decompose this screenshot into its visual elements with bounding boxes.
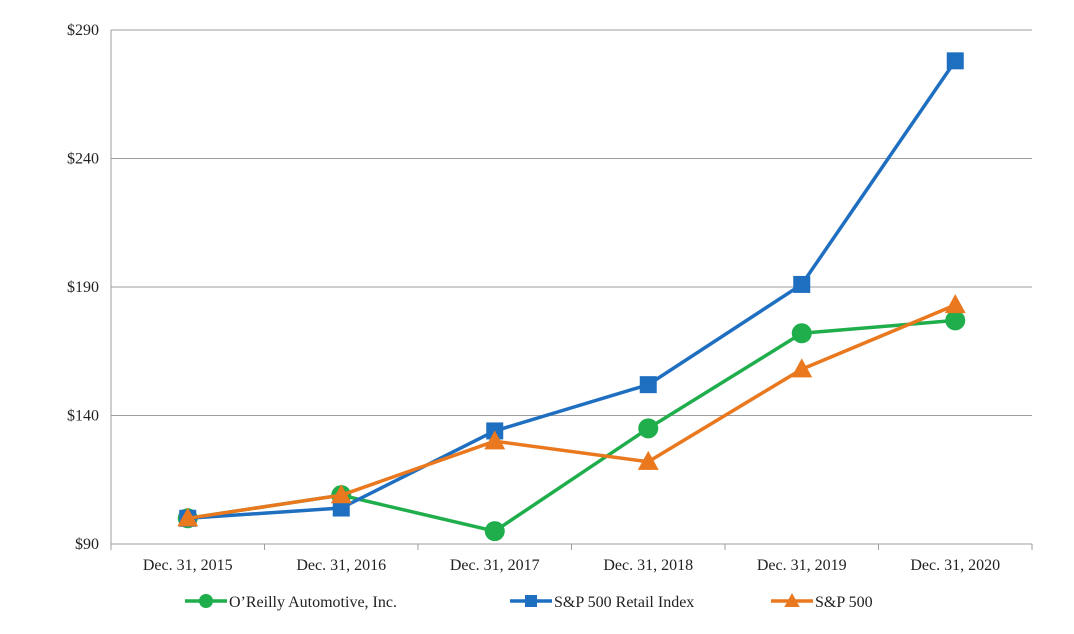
legend-swatch-marker <box>525 595 537 607</box>
series-1 <box>179 52 964 527</box>
y-tick-label: $190 <box>67 279 99 296</box>
legend-swatch-marker <box>784 593 800 607</box>
data-point-triangle <box>791 358 813 378</box>
x-tick-label: Dec. 31, 2017 <box>450 557 540 574</box>
legend-item: S&P 500 Retail Index <box>510 594 694 611</box>
legend-label: O’Reilly Automotive, Inc. <box>229 594 397 611</box>
x-tick-label: Dec. 31, 2015 <box>143 557 233 574</box>
data-point-circle <box>638 418 659 439</box>
data-point-square <box>793 275 811 293</box>
data-point-triangle <box>330 484 352 504</box>
x-tick-label: Dec. 31, 2016 <box>296 557 386 574</box>
x-tick-label: Dec. 31, 2018 <box>603 557 693 574</box>
series-line <box>187 303 956 521</box>
legend: O’Reilly Automotive, Inc. S&P 500 Retail … <box>185 593 873 611</box>
y-tick-label: $90 <box>75 536 99 553</box>
data-point-triangle <box>944 294 966 314</box>
data-point-circle <box>791 323 812 344</box>
legend-label: S&P 500 <box>815 594 873 611</box>
y-tick-label: $290 <box>67 22 99 39</box>
legend-label: S&P 500 Retail Index <box>554 594 694 611</box>
y-tick-label: $240 <box>67 151 99 168</box>
legend-swatch-marker <box>199 594 213 608</box>
grid <box>111 29 1032 416</box>
legend-item: S&P 500 <box>771 593 873 611</box>
series-2 <box>177 294 966 527</box>
x-tick-label: Dec. 31, 2019 <box>757 557 847 574</box>
legend-item: O’Reilly Automotive, Inc. <box>185 594 397 611</box>
data-point-triangle <box>177 507 199 527</box>
y-tick-label: $140 <box>67 408 99 425</box>
data-point-triangle <box>484 430 506 450</box>
series-0 <box>177 310 966 542</box>
series-layer <box>177 52 966 542</box>
axes: $90 $140 $190 $240 $290 Dec. 31, 2015 Dec. 31,… <box>67 22 1033 574</box>
x-tick-label: Dec. 31, 2020 <box>910 557 1000 574</box>
data-point-circle <box>945 310 966 331</box>
series-line <box>187 59 957 521</box>
data-point-square <box>946 52 964 70</box>
data-point-square <box>332 499 350 517</box>
data-point-circle <box>484 521 505 542</box>
data-point-square <box>639 376 657 394</box>
data-point-triangle <box>637 450 659 470</box>
